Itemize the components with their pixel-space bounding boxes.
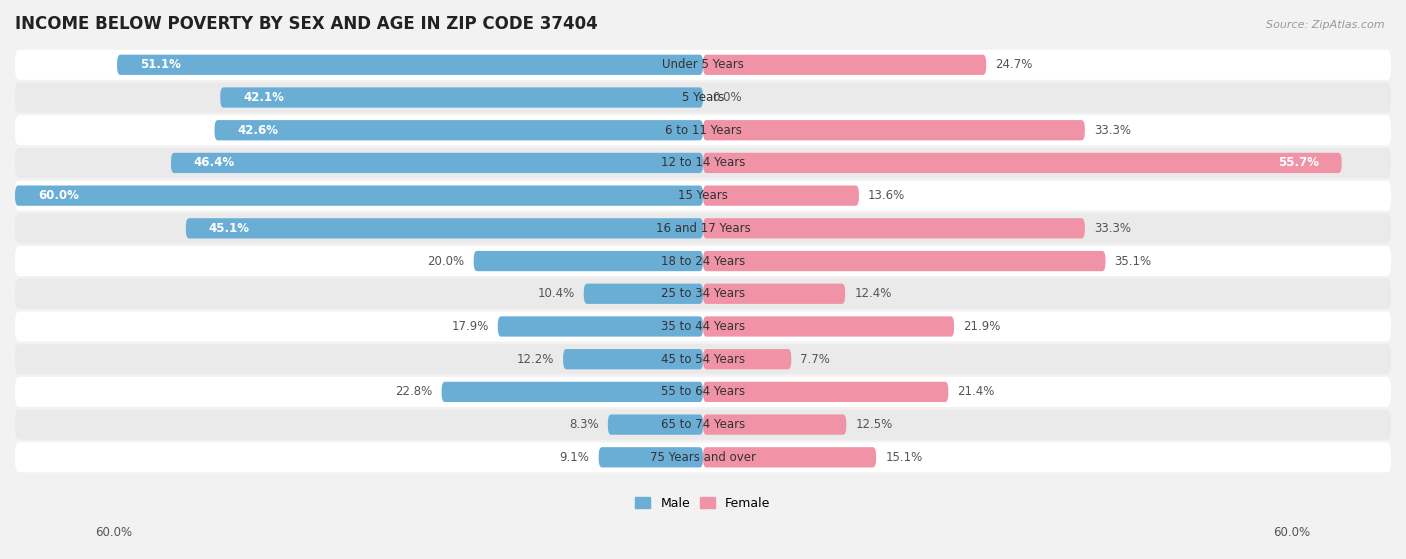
Text: 60.0%: 60.0%	[96, 527, 132, 539]
Text: 55 to 64 Years: 55 to 64 Years	[661, 385, 745, 399]
Text: 21.4%: 21.4%	[957, 385, 995, 399]
FancyBboxPatch shape	[15, 186, 703, 206]
Text: 17.9%: 17.9%	[451, 320, 488, 333]
FancyBboxPatch shape	[703, 251, 1105, 271]
FancyBboxPatch shape	[599, 447, 703, 467]
Text: 60.0%: 60.0%	[1274, 527, 1310, 539]
Text: 6 to 11 Years: 6 to 11 Years	[665, 124, 741, 137]
Text: INCOME BELOW POVERTY BY SEX AND AGE IN ZIP CODE 37404: INCOME BELOW POVERTY BY SEX AND AGE IN Z…	[15, 15, 598, 33]
FancyBboxPatch shape	[15, 50, 1391, 80]
FancyBboxPatch shape	[15, 83, 1391, 112]
FancyBboxPatch shape	[117, 55, 703, 75]
FancyBboxPatch shape	[703, 316, 955, 337]
FancyBboxPatch shape	[15, 214, 1391, 243]
Text: 13.6%: 13.6%	[868, 189, 905, 202]
Text: 15 Years: 15 Years	[678, 189, 728, 202]
Text: 51.1%: 51.1%	[141, 58, 181, 72]
Text: 55.7%: 55.7%	[1278, 157, 1319, 169]
FancyBboxPatch shape	[186, 218, 703, 239]
Text: 33.3%: 33.3%	[1094, 222, 1130, 235]
FancyBboxPatch shape	[703, 218, 1085, 239]
FancyBboxPatch shape	[15, 115, 1391, 145]
Text: 20.0%: 20.0%	[427, 254, 464, 268]
FancyBboxPatch shape	[703, 153, 1341, 173]
Text: 35 to 44 Years: 35 to 44 Years	[661, 320, 745, 333]
Text: 65 to 74 Years: 65 to 74 Years	[661, 418, 745, 431]
FancyBboxPatch shape	[703, 382, 949, 402]
FancyBboxPatch shape	[221, 87, 703, 108]
Text: 12.4%: 12.4%	[855, 287, 891, 300]
Text: 75 Years and over: 75 Years and over	[650, 451, 756, 464]
Text: 5 Years: 5 Years	[682, 91, 724, 104]
Text: 12.2%: 12.2%	[516, 353, 554, 366]
FancyBboxPatch shape	[15, 181, 1391, 211]
Text: 0.0%: 0.0%	[713, 91, 742, 104]
FancyBboxPatch shape	[15, 279, 1391, 309]
FancyBboxPatch shape	[703, 55, 986, 75]
FancyBboxPatch shape	[474, 251, 703, 271]
Text: 60.0%: 60.0%	[38, 189, 79, 202]
FancyBboxPatch shape	[15, 442, 1391, 472]
Legend: Male, Female: Male, Female	[636, 497, 770, 510]
FancyBboxPatch shape	[15, 344, 1391, 374]
Text: 33.3%: 33.3%	[1094, 124, 1130, 137]
Text: 8.3%: 8.3%	[569, 418, 599, 431]
FancyBboxPatch shape	[441, 382, 703, 402]
Text: 25 to 34 Years: 25 to 34 Years	[661, 287, 745, 300]
FancyBboxPatch shape	[703, 447, 876, 467]
Text: Under 5 Years: Under 5 Years	[662, 58, 744, 72]
Text: 21.9%: 21.9%	[963, 320, 1001, 333]
Text: 46.4%: 46.4%	[194, 157, 235, 169]
FancyBboxPatch shape	[15, 311, 1391, 342]
Text: 7.7%: 7.7%	[800, 353, 831, 366]
FancyBboxPatch shape	[564, 349, 703, 369]
FancyBboxPatch shape	[703, 186, 859, 206]
Text: 9.1%: 9.1%	[560, 451, 589, 464]
Text: 24.7%: 24.7%	[995, 58, 1033, 72]
Text: 12.5%: 12.5%	[855, 418, 893, 431]
FancyBboxPatch shape	[703, 414, 846, 435]
FancyBboxPatch shape	[703, 283, 845, 304]
Text: 42.6%: 42.6%	[238, 124, 278, 137]
FancyBboxPatch shape	[703, 120, 1085, 140]
FancyBboxPatch shape	[15, 148, 1391, 178]
Text: 18 to 24 Years: 18 to 24 Years	[661, 254, 745, 268]
Text: 12 to 14 Years: 12 to 14 Years	[661, 157, 745, 169]
FancyBboxPatch shape	[15, 410, 1391, 439]
Text: 45 to 54 Years: 45 to 54 Years	[661, 353, 745, 366]
Text: 10.4%: 10.4%	[537, 287, 575, 300]
Text: 15.1%: 15.1%	[886, 451, 922, 464]
FancyBboxPatch shape	[15, 377, 1391, 407]
Text: 22.8%: 22.8%	[395, 385, 433, 399]
Text: 42.1%: 42.1%	[243, 91, 284, 104]
FancyBboxPatch shape	[703, 349, 792, 369]
Text: 35.1%: 35.1%	[1115, 254, 1152, 268]
FancyBboxPatch shape	[215, 120, 703, 140]
FancyBboxPatch shape	[498, 316, 703, 337]
Text: Source: ZipAtlas.com: Source: ZipAtlas.com	[1267, 20, 1385, 30]
Text: 16 and 17 Years: 16 and 17 Years	[655, 222, 751, 235]
FancyBboxPatch shape	[583, 283, 703, 304]
FancyBboxPatch shape	[15, 246, 1391, 276]
FancyBboxPatch shape	[607, 414, 703, 435]
Text: 45.1%: 45.1%	[208, 222, 250, 235]
FancyBboxPatch shape	[172, 153, 703, 173]
